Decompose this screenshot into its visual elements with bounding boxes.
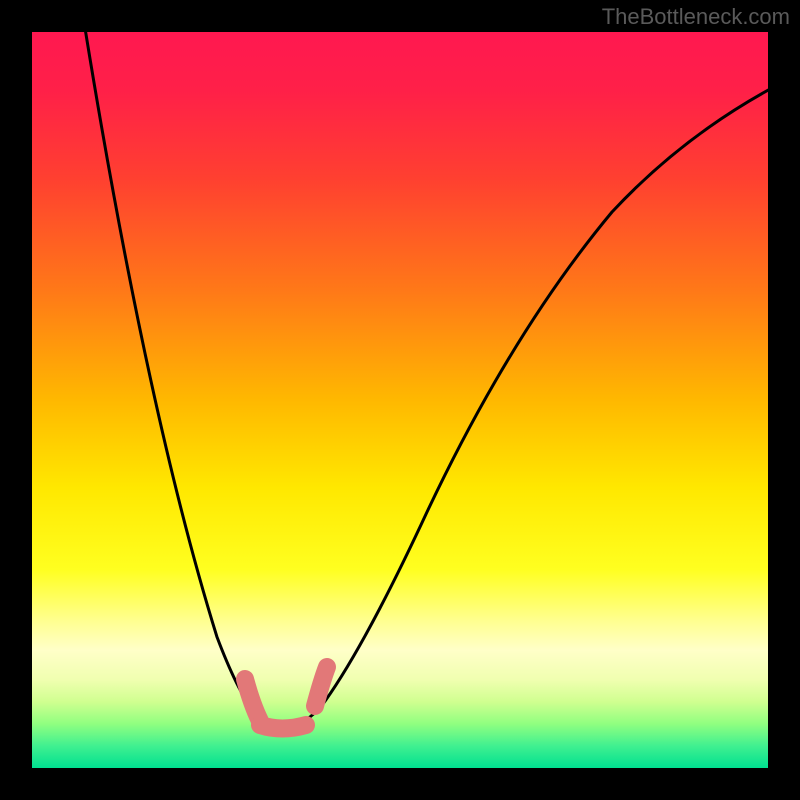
chart-container: TheBottleneck.com [0,0,800,800]
plot-area [32,32,768,768]
highlight-segment [245,679,260,721]
highlight-segment [315,667,327,706]
highlight-segment [260,725,306,729]
highlight-layer [32,32,768,768]
highlight-segments [245,667,327,729]
watermark-text: TheBottleneck.com [602,4,790,30]
